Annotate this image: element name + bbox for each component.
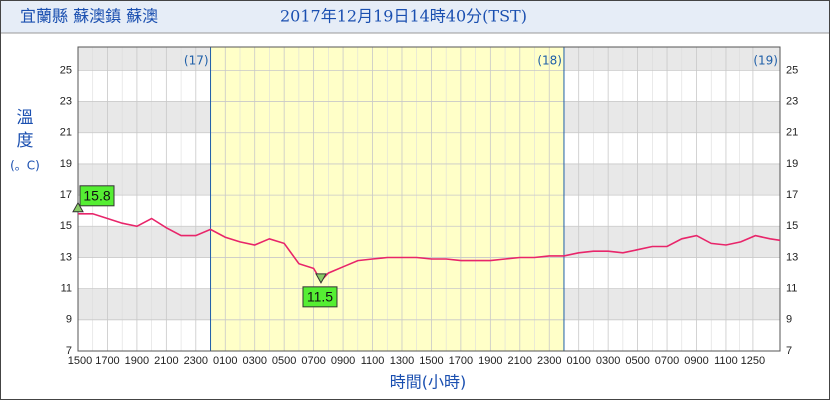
x-tick-label: 0900 xyxy=(684,355,708,367)
y-tick-label-right: 7 xyxy=(786,345,792,357)
x-tick-label: 0300 xyxy=(596,355,620,367)
x-tick-label: 2300 xyxy=(537,355,561,367)
min-label-box xyxy=(302,286,338,308)
y-tick-label-right: 15 xyxy=(786,220,798,232)
day-label: (17) xyxy=(184,54,209,68)
x-tick-label: 1250 xyxy=(741,355,765,367)
x-tick-label: 1700 xyxy=(95,355,119,367)
x-tick-label: 1900 xyxy=(125,355,149,367)
x-tick-label: 0900 xyxy=(331,355,355,367)
x-tick-label: 0100 xyxy=(213,355,237,367)
y-tick-label: 17 xyxy=(60,189,72,201)
y-axis-unit: (。C) xyxy=(10,159,40,173)
day-label: (18) xyxy=(537,54,562,68)
day-label: (19) xyxy=(753,54,778,68)
max-marker xyxy=(72,201,84,213)
y-tick-label-right: 13 xyxy=(786,251,798,263)
y-tick-label-right: 23 xyxy=(786,95,798,107)
x-tick-label: 1500 xyxy=(419,355,443,367)
x-tick-label: 1700 xyxy=(449,355,473,367)
y-tick-label: 21 xyxy=(60,127,72,139)
x-tick-label: 1100 xyxy=(361,355,385,367)
y-tick-label-right: 11 xyxy=(786,283,797,295)
x-tick-label: 0300 xyxy=(242,355,266,367)
min-label: 11.5 xyxy=(307,289,333,305)
y-tick-label: 19 xyxy=(60,158,72,170)
x-tick-label: 1100 xyxy=(714,355,738,367)
x-tick-label: 2100 xyxy=(508,355,532,367)
y-axis-label: 溫 xyxy=(17,108,34,128)
x-tick-label: 0500 xyxy=(272,355,296,367)
y-tick-label: 23 xyxy=(60,95,72,107)
x-tick-label: 2100 xyxy=(154,355,178,367)
max-label: 15.8 xyxy=(83,188,110,204)
y-tick-label: 15 xyxy=(60,220,72,232)
plot-border xyxy=(77,46,781,352)
y-tick-label-right: 9 xyxy=(786,314,792,326)
max-label-box xyxy=(79,185,115,207)
x-tick-label: 1900 xyxy=(478,355,502,367)
y-tick-label: 11 xyxy=(61,283,72,295)
y-tick-label: 9 xyxy=(66,314,72,326)
x-tick-label: 1300 xyxy=(390,355,414,367)
chart-subtitle: 2017年12月19日14時40分(TST) xyxy=(280,7,527,26)
chart-title: 宜蘭縣 蘇澳鎮 蘇澳 xyxy=(20,7,158,26)
x-axis-label: 時間(小時) xyxy=(390,373,467,392)
min-marker xyxy=(315,273,327,284)
y-tick-label-right: 21 xyxy=(786,127,798,139)
x-tick-label: 0100 xyxy=(566,355,590,367)
x-tick-label: 0700 xyxy=(655,355,679,367)
y-tick-label: 25 xyxy=(60,64,72,76)
y-tick-label-right: 17 xyxy=(786,189,798,201)
x-tick-label: 0500 xyxy=(625,355,649,367)
y-axis-label: 度 xyxy=(17,131,34,151)
title-bar xyxy=(1,1,829,33)
y-tick-label: 13 xyxy=(60,251,72,263)
y-tick-label-right: 25 xyxy=(786,64,798,76)
x-tick-label: 1500 xyxy=(68,355,92,367)
y-tick-label: 7 xyxy=(66,345,72,357)
temperature-line xyxy=(78,213,781,283)
x-tick-label: 2300 xyxy=(184,355,208,367)
x-tick-label: 0700 xyxy=(301,355,325,367)
y-tick-label-right: 19 xyxy=(786,158,798,170)
